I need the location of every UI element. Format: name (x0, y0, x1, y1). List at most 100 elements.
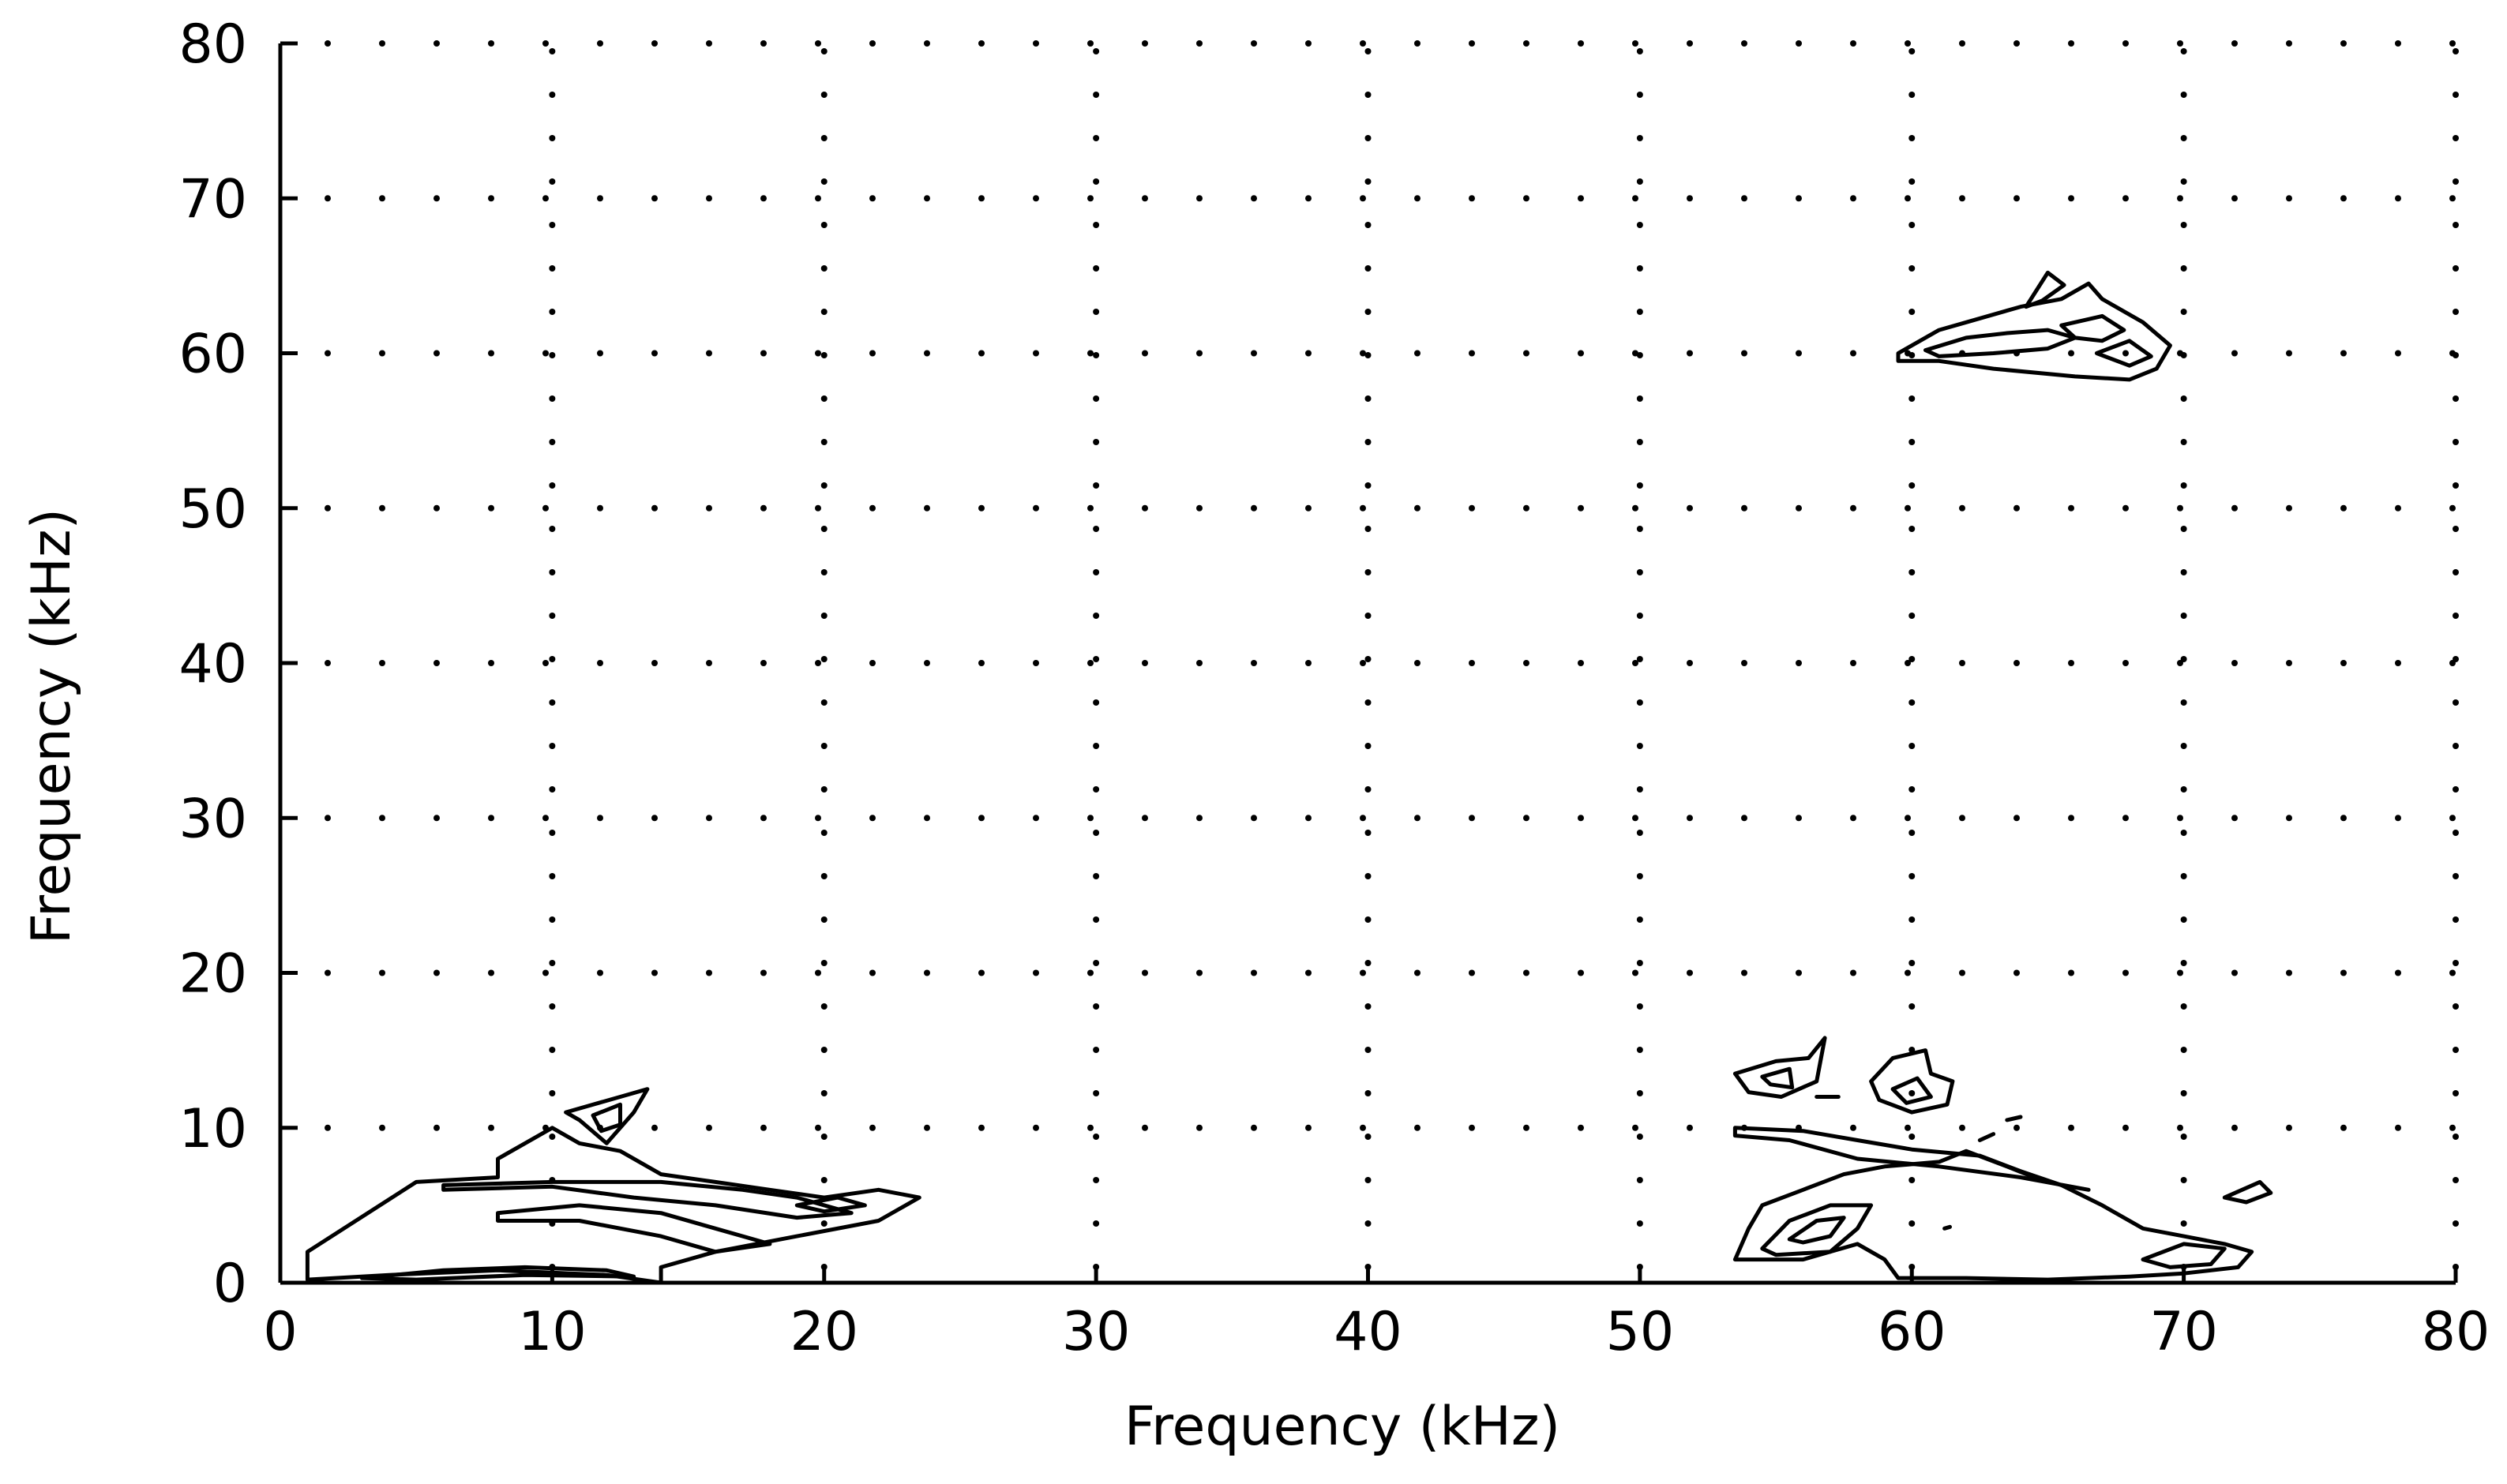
grid-dot (2453, 1177, 2459, 1183)
grid-dot (2286, 815, 2292, 822)
grid-dot (2231, 1124, 2238, 1131)
grid-dot (1687, 1124, 1693, 1131)
grid-dot (1196, 195, 1203, 202)
axes (278, 43, 2456, 1285)
contour-line (1787, 1216, 1846, 1245)
grid-dot (597, 504, 603, 512)
grid-dot (1364, 786, 1372, 793)
grid-dot (924, 40, 930, 47)
grid-dot (2180, 569, 2187, 575)
grid-dot (1636, 830, 1643, 836)
contour-line (2059, 313, 2126, 343)
grid-dot (597, 40, 603, 47)
grid-dot (820, 873, 828, 879)
grid-dot (978, 40, 985, 47)
grid-dot (379, 504, 385, 512)
grid-dot (1850, 660, 1856, 666)
grid-dot (2395, 969, 2401, 976)
grid-dot (325, 969, 331, 976)
grid-dot (2180, 1177, 2187, 1183)
grid-dot (2180, 482, 2187, 489)
grid-dot (1578, 350, 1584, 357)
grid-dot (760, 660, 767, 666)
grid-dot (869, 504, 876, 512)
grid-dot (706, 815, 712, 822)
grid-dot (2180, 178, 2187, 185)
grid-dot (2180, 873, 2187, 879)
grid-dot (2286, 350, 2292, 357)
grid-dot (542, 40, 549, 47)
grid-dot (1142, 660, 1148, 666)
grid-dot (820, 1090, 828, 1096)
grid-dot (1305, 969, 1312, 976)
grid-dot (1364, 309, 1372, 315)
grid-dot (1305, 815, 1312, 822)
grid-dot (1850, 195, 1856, 202)
grid-dot (1636, 439, 1643, 445)
grid-dot (1523, 350, 1529, 357)
grid-dot (2177, 504, 2183, 512)
grid-dot (820, 1047, 828, 1053)
grid-dot (1093, 699, 1100, 706)
grid-dot (978, 350, 985, 357)
grid-dot (2180, 830, 2187, 836)
grid-dot (2177, 195, 2183, 202)
grid-dot (1905, 40, 1911, 47)
contour-line (794, 1195, 867, 1214)
grid-dot (488, 40, 494, 47)
grid-dot (2231, 969, 2238, 976)
grid-dot (542, 504, 549, 512)
grid-dot (815, 969, 821, 976)
grid-dot (1908, 1134, 1916, 1140)
grid-dot (1632, 195, 1638, 202)
contour-line (1732, 1126, 2091, 1192)
grid-dot (1414, 1124, 1421, 1131)
contour-line (1923, 328, 2077, 358)
grid-dot (1364, 1220, 1372, 1227)
grid-dot (1142, 815, 1148, 822)
grid-dot (2013, 195, 2020, 202)
grid-dot (1093, 526, 1100, 532)
grid-dot (542, 660, 549, 666)
grid-dot (1905, 660, 1911, 666)
grid-dot (1908, 786, 1916, 793)
grid-dot (488, 815, 494, 822)
grid-dot (549, 178, 556, 185)
grid-dot (1142, 1124, 1148, 1131)
grid-dot (549, 656, 556, 662)
grid-dot (2340, 504, 2347, 512)
grid-dot (1196, 660, 1203, 666)
contour-line (2222, 1179, 2273, 1205)
grid-dot (1636, 873, 1643, 879)
grid-dot (433, 195, 440, 202)
grid-dot (1632, 40, 1638, 47)
grid-dot (1959, 660, 1965, 666)
grid-dot (815, 350, 821, 357)
grid-dot (325, 1124, 331, 1131)
grid-dot (2122, 969, 2129, 976)
grid-dot (2122, 40, 2129, 47)
grid-dot (549, 395, 556, 402)
x-tick-label: 80 (2422, 1301, 2490, 1363)
grid-dot (1850, 815, 1856, 822)
grid-dot (549, 569, 556, 575)
y-tick-label: 70 (178, 168, 247, 230)
grid-dot (651, 815, 658, 822)
grid-dot (542, 969, 549, 976)
grid-dot (1908, 1177, 1916, 1183)
grid-dot (651, 1124, 658, 1131)
grid-dot (2453, 1090, 2459, 1096)
grid-dot (1033, 1124, 1039, 1131)
grid-dot (1636, 1090, 1643, 1096)
grid-dot (2449, 1124, 2456, 1131)
grid-dot (1741, 350, 1747, 357)
grid-dot (760, 40, 767, 47)
grid-dot (549, 1134, 556, 1140)
grid-dot (1908, 309, 1916, 315)
grid-dot (820, 786, 828, 793)
grid-dot (549, 48, 556, 54)
grid-dot (2453, 960, 2459, 966)
grid-dot (1959, 815, 1965, 822)
grid-dot (1636, 743, 1643, 749)
contour-line (2141, 1242, 2227, 1269)
